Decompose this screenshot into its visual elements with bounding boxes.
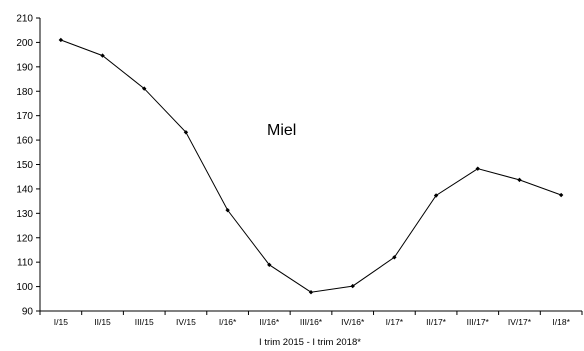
y-tick-label: 210	[16, 14, 33, 25]
data-point	[225, 207, 230, 213]
data-point	[142, 86, 147, 91]
x-tick-label: II/17*	[426, 317, 447, 327]
x-tick-label: IV/17*	[508, 317, 532, 327]
y-tick-label: 130	[16, 209, 33, 220]
data-point	[350, 283, 355, 289]
y-tick-label: 200	[16, 38, 33, 49]
x-tick-label: III/16*	[300, 317, 323, 327]
y-axis-ticks: 90 100 110 120 130 140 150 160 170 180 190 200 210	[16, 14, 40, 318]
y-tick-label: 160	[16, 136, 33, 147]
series-line	[60, 39, 562, 293]
y-tick-label: 100	[16, 282, 33, 293]
x-tick-label: I/18*	[552, 317, 570, 327]
y-tick-label: 120	[16, 233, 33, 244]
data-points	[58, 37, 564, 295]
data-point	[58, 37, 64, 43]
y-tick-label: 150	[16, 160, 33, 171]
data-point	[100, 53, 105, 58]
x-tick-label: II/16*	[259, 317, 280, 327]
x-tick-label: III/17*	[467, 317, 490, 327]
data-point	[558, 192, 564, 198]
data-point	[517, 177, 522, 183]
x-tick-label: II/15	[94, 317, 111, 327]
y-tick-label: 170	[16, 111, 33, 122]
x-tick-label: IV/15	[176, 317, 196, 327]
data-point	[308, 289, 314, 295]
y-tick-label: 90	[22, 307, 34, 318]
y-tick-label: 110	[17, 258, 33, 269]
x-axis-title: I trim 2015 - I trim 2018*	[259, 337, 361, 348]
data-point	[183, 130, 189, 135]
data-point	[392, 255, 397, 260]
x-tick-label: I/17*	[386, 317, 404, 327]
data-point	[267, 262, 272, 268]
y-tick-label: 190	[16, 62, 33, 73]
y-tick-label: 180	[16, 87, 33, 98]
y-tick-label: 140	[16, 184, 33, 195]
chart-annotation: Miel	[267, 122, 296, 139]
x-axis-ticks: I/15 II/15 III/15 IV/15 I/16* II/16* III/16* IV…	[39, 311, 583, 327]
x-tick-label: IV/16*	[341, 317, 365, 327]
x-tick-label: III/15	[135, 317, 154, 327]
data-point	[475, 166, 480, 171]
x-tick-label: I/16*	[219, 317, 237, 327]
x-tick-label: I/15	[54, 317, 68, 327]
data-point	[433, 193, 439, 198]
